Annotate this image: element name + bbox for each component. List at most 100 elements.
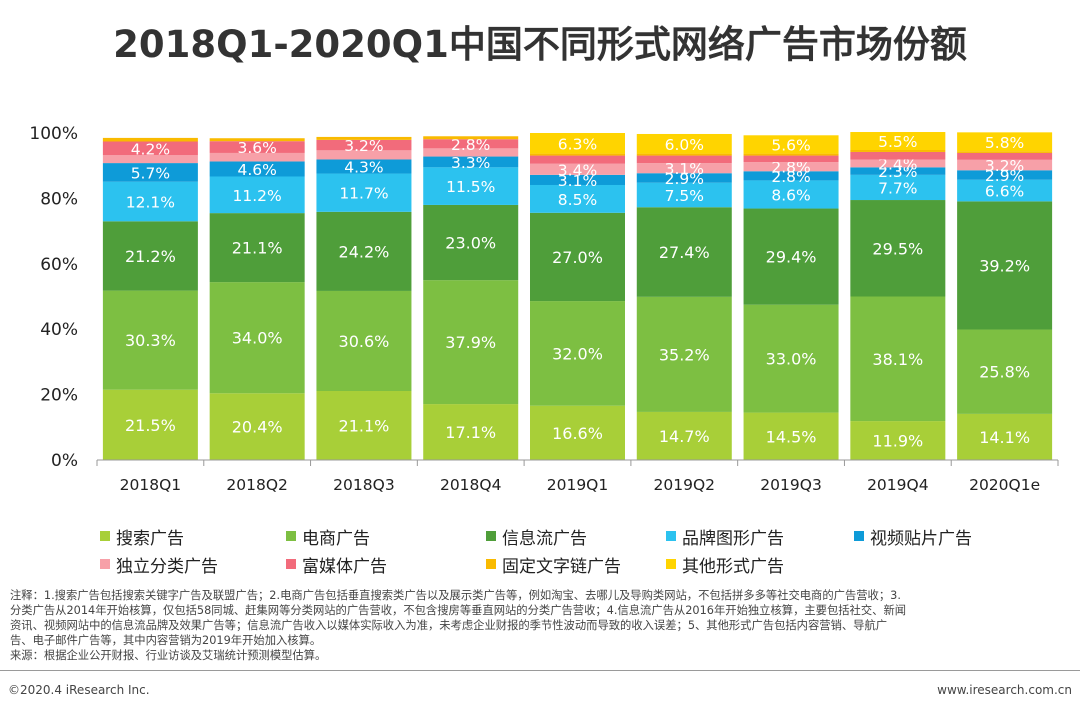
bar-segment <box>102 389 198 460</box>
y-axis: 0% 20% 40% 60% 80% 100% <box>29 124 78 471</box>
note-line: 告、电子邮件广告等，其中内容营销为2019年开始加入核算。 <box>10 634 322 647</box>
data-label: 5.6% <box>771 136 810 154</box>
legend: 搜索广告 电商广告 信息流广告 品牌图形广告 视频贴片广告 独立分类广告 富媒体广告 固定文… <box>100 522 1060 578</box>
legend-item: 品牌图形广告 <box>666 522 784 550</box>
data-label: 29.5% <box>872 239 923 258</box>
legend-swatch <box>286 531 296 541</box>
bar-segment <box>102 290 198 390</box>
bar-segment <box>316 290 412 392</box>
y-tick-label: 0% <box>51 451 78 471</box>
bar-segment <box>530 174 625 185</box>
data-label: 5.7% <box>131 164 170 182</box>
x-tick-label: 2019Q4 <box>867 476 929 494</box>
bar-segment <box>850 151 946 160</box>
data-label: 3.3% <box>451 154 490 172</box>
bar-segment <box>209 176 305 214</box>
legend-row-2: 独立分类广告 富媒体广告 固定文字链广告 其他形式广告 <box>100 550 1060 578</box>
data-label: 8.6% <box>771 186 810 204</box>
bar-segment <box>850 167 946 175</box>
bar-segment <box>423 404 519 460</box>
data-label: 2.9% <box>665 170 704 188</box>
x-tick-label: 2018Q3 <box>333 476 395 494</box>
y-tick-label: 80% <box>40 189 78 209</box>
data-label: 14.1% <box>979 428 1030 447</box>
bar-segment <box>209 161 305 177</box>
legend-swatch <box>854 531 864 541</box>
legend-item: 其他形式广告 <box>666 550 784 578</box>
legend-label: 其他形式广告 <box>682 556 784 577</box>
bar-segment <box>209 141 305 153</box>
bar-segment <box>743 155 839 163</box>
bar-segment <box>209 138 305 142</box>
bar-segment <box>850 421 946 460</box>
data-label: 3.6% <box>237 139 276 157</box>
source-line: 来源：根据企业公开财报、行业访谈及艾瑞统计预测模型估算。 <box>10 649 327 662</box>
data-label: 3.4% <box>558 161 597 179</box>
bar-segment <box>209 213 305 283</box>
data-label: 21.1% <box>232 239 283 258</box>
legend-swatch <box>666 559 676 569</box>
footer-divider <box>0 670 1080 671</box>
y-tick-label: 100% <box>29 124 78 144</box>
bar-segment <box>743 412 839 460</box>
data-label: 38.1% <box>872 350 923 369</box>
data-label: 8.5% <box>558 191 597 209</box>
data-label: 27.4% <box>659 243 710 262</box>
data-label: 39.2% <box>979 256 1030 275</box>
bar-segment <box>102 163 198 182</box>
bar-segment <box>209 393 305 460</box>
legend-swatch <box>286 559 296 569</box>
bar-segment <box>423 139 519 149</box>
bar-segment <box>743 304 839 413</box>
x-axis: 2018Q1 2018Q2 2018Q3 2018Q4 2019Q1 2019Q2 2019… <box>96 459 1059 494</box>
data-label: 6.0% <box>665 136 704 154</box>
bar-segment <box>530 405 625 460</box>
bar-segment <box>636 207 732 297</box>
bar-segment <box>743 162 839 172</box>
bar-segment <box>316 391 412 460</box>
bar-segment <box>530 155 625 164</box>
data-label: 14.7% <box>659 427 710 446</box>
data-label: 6.3% <box>558 135 597 153</box>
y-tick-label: 20% <box>40 386 78 406</box>
legend-swatch <box>486 559 496 569</box>
note-line: 分类广告从2014年开始核算，仅包括58同城、赶集网等分类网站的广告营收，不包含… <box>10 604 907 617</box>
data-label: 11.7% <box>339 185 388 203</box>
data-label: 7.7% <box>878 179 917 197</box>
bar-segment <box>636 173 732 183</box>
bar-segment <box>316 150 412 160</box>
legend-swatch <box>486 531 496 541</box>
bar-segment <box>957 201 1053 330</box>
data-label: 2.4% <box>878 155 917 173</box>
bar-segment <box>743 135 839 154</box>
legend-label: 独立分类广告 <box>116 556 218 577</box>
bar-segment <box>102 221 198 291</box>
data-label: 12.1% <box>126 194 175 212</box>
bar-segment <box>530 133 625 154</box>
legend-label: 固定文字链广告 <box>502 556 621 577</box>
bar-segment <box>850 132 946 151</box>
note-line: 注释：1.搜索广告包括搜索关键字广告及联盟广告；2.电商广告包括垂直搜索类广告以… <box>10 589 901 602</box>
legend-row-1: 搜索广告 电商广告 信息流广告 品牌图形广告 视频贴片广告 <box>100 522 1060 550</box>
data-label: 33.0% <box>766 350 817 369</box>
bar-segment <box>209 152 305 162</box>
data-label: 21.2% <box>125 247 176 266</box>
legend-label: 品牌图形广告 <box>682 528 784 549</box>
data-label: 11.2% <box>233 187 282 205</box>
stacked-bar-chart: 0% 20% 40% 60% 80% 100% 21.5% 30.3% 21.2% 12.1% 5… <box>29 124 1059 494</box>
data-label: 34.0% <box>232 329 283 348</box>
bar-segment <box>636 163 732 174</box>
bar-segment <box>209 282 305 394</box>
bar-segment <box>530 163 625 175</box>
data-label: 2.8% <box>771 168 810 186</box>
data-label: 3.2% <box>985 157 1024 175</box>
data-label: 4.6% <box>237 161 276 179</box>
bars-group: 21.5% 30.3% 21.2% 12.1% 5.7% 4.2% 20.4% 34.0% 21… <box>102 132 1053 460</box>
y-tick-label: 40% <box>40 320 78 340</box>
legend-item: 视频贴片广告 <box>854 522 972 550</box>
bar-segment <box>636 296 732 412</box>
chart-title: 2018Q1-2020Q1中国不同形式网络广告市场份额 <box>113 23 967 66</box>
legend-label: 搜索广告 <box>116 528 184 549</box>
bar-segment <box>957 179 1053 202</box>
data-label: 21.1% <box>339 417 390 436</box>
